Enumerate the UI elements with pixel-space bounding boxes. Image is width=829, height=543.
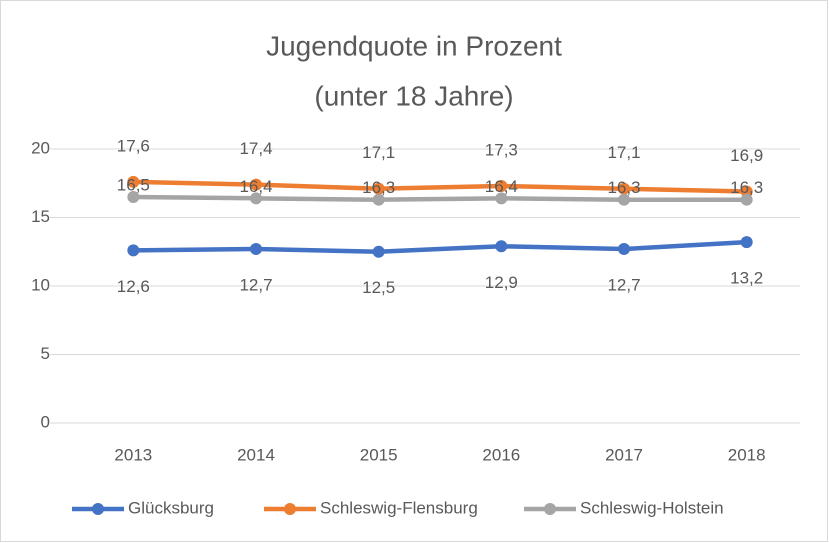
data-point xyxy=(250,178,262,191)
data-point xyxy=(740,236,753,249)
data-label: 16,3 xyxy=(730,178,763,197)
x-tick-label: 2013 xyxy=(114,445,152,464)
data-label: 17,6 xyxy=(117,136,150,155)
series-line xyxy=(133,179,747,194)
x-tick-label: 2018 xyxy=(728,445,766,464)
data-label: 12,5 xyxy=(362,278,395,297)
x-tick-label: 2015 xyxy=(360,445,398,464)
data-point xyxy=(495,179,508,192)
data-label: 13,2 xyxy=(730,269,763,288)
legend-marker xyxy=(544,503,556,515)
data-label: 17,1 xyxy=(607,143,640,162)
data-point xyxy=(740,185,753,198)
data-point xyxy=(127,190,140,203)
chart-title: Jugendquote in Prozent xyxy=(266,30,562,61)
y-tick-label: 0 xyxy=(41,412,50,431)
legend-label: Glücksburg xyxy=(128,498,214,517)
data-point xyxy=(127,175,140,188)
x-tick-label: 2017 xyxy=(605,445,643,464)
data-point xyxy=(740,193,753,206)
y-tick-label: 15 xyxy=(31,207,50,226)
legend-label: Schleswig-Holstein xyxy=(580,498,724,517)
y-tick-label: 20 xyxy=(31,138,50,157)
data-label: 16,3 xyxy=(607,178,640,197)
data-label: 12,7 xyxy=(239,275,272,294)
x-tick-label: 2016 xyxy=(482,445,520,464)
data-label: 16,4 xyxy=(485,177,518,196)
data-point xyxy=(250,243,262,256)
data-point xyxy=(372,182,385,195)
data-point xyxy=(127,244,140,257)
data-point xyxy=(618,243,630,256)
data-label: 16,9 xyxy=(730,146,763,165)
data-point xyxy=(618,182,630,195)
data-point xyxy=(372,245,385,258)
legend-marker xyxy=(92,503,104,515)
data-point xyxy=(250,192,262,205)
chart-title: (unter 18 Jahre) xyxy=(314,80,513,111)
data-point xyxy=(495,240,508,253)
data-point xyxy=(618,193,630,206)
data-label: 17,3 xyxy=(485,140,518,159)
data-label: 12,7 xyxy=(607,275,640,294)
data-label: 12,9 xyxy=(485,273,518,292)
data-label: 16,5 xyxy=(117,175,150,194)
data-label: 16,4 xyxy=(239,177,272,196)
data-point xyxy=(495,192,508,205)
data-label: 17,1 xyxy=(362,143,395,162)
legend-label: Schleswig-Flensburg xyxy=(320,498,478,517)
data-label: 16,3 xyxy=(362,178,395,197)
y-tick-label: 10 xyxy=(31,275,50,294)
x-tick-label: 2014 xyxy=(237,445,275,464)
data-point xyxy=(372,193,385,206)
data-label: 12,6 xyxy=(117,277,150,296)
legend-marker xyxy=(284,503,296,515)
series-line xyxy=(133,194,747,202)
y-tick-label: 5 xyxy=(41,344,50,363)
data-label: 17,4 xyxy=(239,139,272,158)
series-line xyxy=(133,239,747,254)
